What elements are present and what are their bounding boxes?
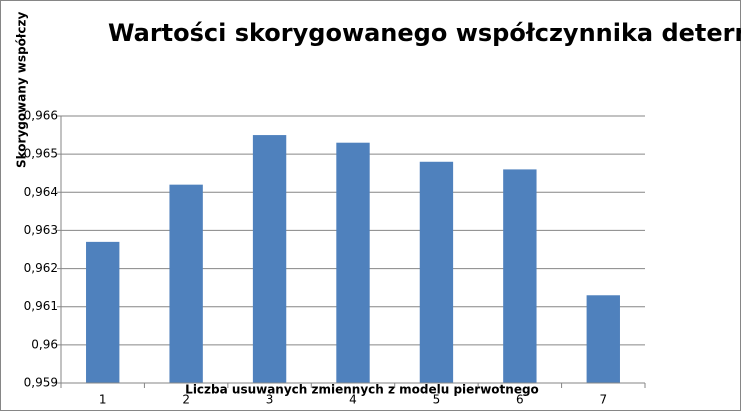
y-tick-label: 0,964 [24, 185, 58, 199]
bar [169, 184, 203, 383]
bar [86, 241, 120, 383]
y-axis-label: Skorygowany współczy [15, 12, 29, 168]
y-tick-label: 0,96 [31, 337, 58, 351]
y-tick-label: 0,959 [24, 376, 58, 390]
x-axis-label: Liczba usuwanych zmiennych z modelu pier… [185, 383, 539, 397]
bar [252, 135, 287, 383]
y-tick-label: 0,965 [24, 147, 58, 161]
bar [336, 142, 370, 383]
x-tick-label: 4 [349, 393, 357, 407]
y-tick-label: 0,966 [24, 109, 58, 123]
x-tick-label: 7 [599, 393, 607, 407]
x-tick-label: 6 [516, 393, 524, 407]
y-tick-label: 0,961 [24, 299, 58, 313]
chart-title: Wartości skorygowanego współczynnika det… [108, 19, 741, 47]
y-tick-label: 0,962 [24, 261, 58, 275]
x-tick-label: 5 [433, 393, 441, 407]
x-tick-label: 2 [182, 393, 190, 407]
bar [419, 161, 454, 383]
bar [586, 295, 620, 383]
x-tick-label: 3 [266, 393, 274, 407]
x-tick-label: 1 [99, 393, 107, 407]
bar [503, 169, 537, 383]
y-tick-label: 0,963 [24, 223, 58, 237]
